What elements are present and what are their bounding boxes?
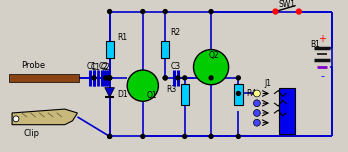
Text: R2: R2 (170, 28, 180, 38)
Circle shape (176, 76, 180, 80)
Circle shape (253, 110, 260, 116)
Bar (161, 41, 169, 58)
Polygon shape (105, 88, 114, 97)
Circle shape (296, 9, 301, 14)
Text: D1: D1 (117, 90, 128, 99)
Bar (279, 88, 295, 134)
Circle shape (108, 76, 112, 80)
Text: -: - (320, 71, 324, 81)
Circle shape (236, 134, 240, 138)
Circle shape (104, 76, 108, 80)
Circle shape (273, 9, 278, 14)
Circle shape (108, 76, 112, 80)
Bar (9, 74, 79, 82)
Circle shape (13, 116, 19, 122)
Circle shape (236, 92, 240, 95)
Circle shape (127, 70, 158, 101)
Circle shape (163, 76, 167, 80)
Circle shape (108, 134, 112, 138)
Text: R4: R4 (246, 89, 256, 98)
Circle shape (163, 10, 167, 14)
Circle shape (209, 134, 213, 138)
Circle shape (163, 76, 167, 80)
Text: C1: C1 (87, 62, 97, 71)
Text: C1: C1 (91, 63, 101, 72)
Circle shape (253, 90, 260, 97)
Circle shape (209, 10, 213, 14)
Text: R1: R1 (117, 33, 128, 42)
Text: C3: C3 (171, 62, 181, 71)
Circle shape (141, 134, 145, 138)
Circle shape (108, 76, 112, 80)
Circle shape (209, 76, 213, 80)
Circle shape (92, 76, 96, 80)
Circle shape (253, 100, 260, 107)
Circle shape (183, 76, 187, 80)
Circle shape (183, 134, 187, 138)
Text: B1: B1 (310, 40, 320, 49)
Text: C2: C2 (99, 62, 109, 71)
Text: C2: C2 (101, 63, 111, 72)
Bar (235, 84, 243, 105)
Text: R3: R3 (167, 85, 177, 94)
Text: Probe: Probe (22, 61, 46, 70)
Circle shape (236, 76, 240, 80)
Bar (106, 41, 113, 58)
Circle shape (108, 10, 112, 14)
Text: Q1: Q1 (147, 91, 157, 100)
Polygon shape (12, 109, 77, 125)
Circle shape (253, 119, 260, 126)
Text: +: + (318, 34, 326, 44)
Text: Q2: Q2 (209, 51, 220, 60)
Text: J1: J1 (265, 79, 272, 88)
Circle shape (108, 76, 112, 80)
Circle shape (193, 50, 229, 85)
Text: Clip: Clip (24, 129, 40, 138)
Circle shape (141, 10, 145, 14)
Bar (181, 84, 189, 105)
Text: SW1: SW1 (279, 0, 296, 9)
Circle shape (108, 134, 112, 138)
